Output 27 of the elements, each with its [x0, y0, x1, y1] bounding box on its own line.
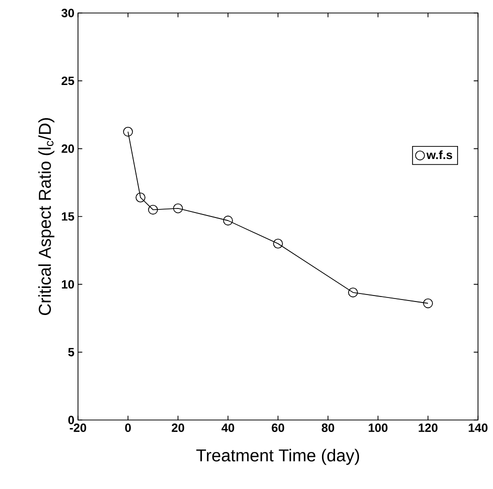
x-tick-label: 0 [125, 424, 131, 432]
point [348, 288, 358, 298]
x-axis-title: Treatment Time (day) [196, 448, 360, 465]
y-tick-label: 0 [68, 416, 74, 424]
y-tick-label: 20 [62, 144, 74, 153]
x-tick-label: 20 [172, 424, 184, 432]
y-tick-label: 15 [62, 212, 74, 221]
x-tick-label: -20 [70, 424, 86, 432]
point [273, 238, 283, 249]
point [223, 216, 233, 226]
y-tick-label: 30 [61, 8, 74, 18]
x-tick-label: 60 [272, 424, 284, 432]
y-tick-label: 25 [62, 76, 74, 86]
y-tick-label: 10 [62, 280, 74, 289]
point [148, 204, 158, 215]
point [173, 203, 183, 214]
x-tick-label: 80 [322, 424, 334, 432]
y-tick-label: 5 [68, 348, 74, 356]
x-tick-label: 140 [468, 424, 488, 432]
point [123, 126, 133, 137]
x-tick-label: 120 [418, 424, 438, 432]
y-axis-title: Critical Aspect Ratio (l$_{c}$/D) [38, 118, 54, 316]
x-tick-label: 100 [368, 424, 388, 432]
legend-label: w.f.s [426, 150, 452, 160]
point [423, 298, 433, 308]
x-tick-label: 40 [222, 424, 234, 432]
point [136, 192, 146, 202]
